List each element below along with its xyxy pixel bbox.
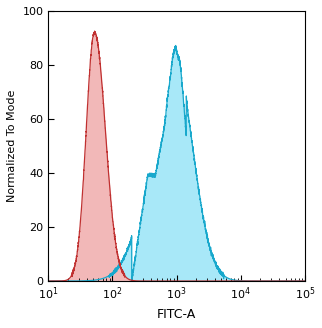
Y-axis label: Normalized To Mode: Normalized To Mode [7, 90, 17, 202]
X-axis label: FITC-A: FITC-A [157, 308, 196, 321]
